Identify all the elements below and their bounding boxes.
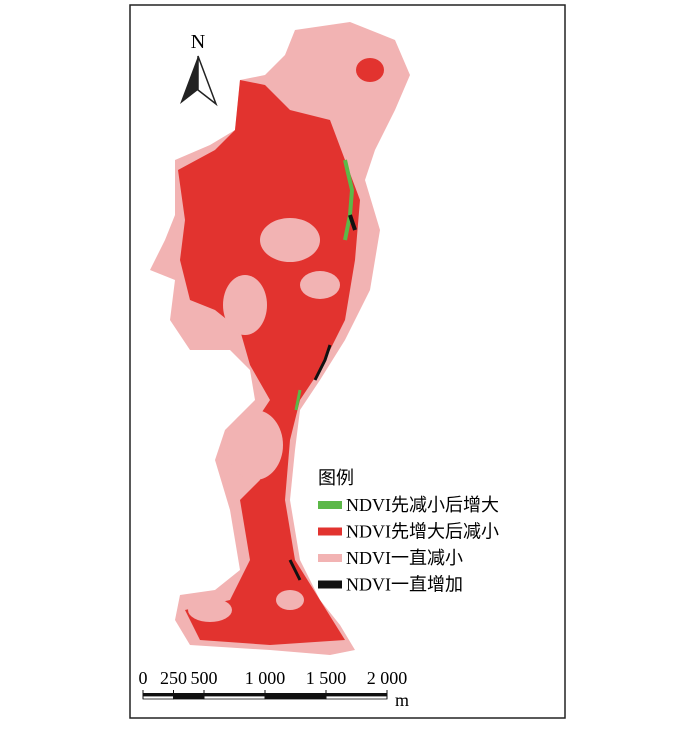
north-arrow xyxy=(197,55,218,107)
scale-label: 250 xyxy=(160,668,187,688)
scale-unit: m xyxy=(395,690,409,710)
scale-label: 500 xyxy=(191,668,218,688)
legend-swatch xyxy=(318,501,342,509)
patch xyxy=(227,410,283,480)
scale-segment xyxy=(325,695,388,700)
scale-segment xyxy=(142,695,174,700)
scale-segment xyxy=(264,695,327,700)
patch xyxy=(188,598,232,622)
patch xyxy=(356,58,384,82)
edge-green xyxy=(343,159,355,241)
edge-black xyxy=(288,559,302,581)
scale-segment xyxy=(203,695,266,700)
scale-segment xyxy=(143,693,174,696)
scale-label: 2 000 xyxy=(367,668,408,688)
legend-label: NDVI先减小后增大 xyxy=(346,495,499,515)
scale-segment xyxy=(204,693,265,696)
north-label: N xyxy=(191,31,205,53)
patch xyxy=(300,271,340,299)
scale-segment xyxy=(173,695,205,700)
edge-black xyxy=(348,214,357,231)
legend-label: NDVI一直增加 xyxy=(346,575,463,595)
region-red xyxy=(178,80,360,645)
scale-segment xyxy=(265,693,326,696)
scale-label: 0 xyxy=(139,668,148,688)
legend-swatch xyxy=(318,580,342,589)
edge-green xyxy=(294,389,302,411)
region xyxy=(150,22,410,655)
legend-swatch xyxy=(318,554,342,562)
edge-black xyxy=(313,344,332,381)
scale-segment xyxy=(326,693,387,696)
patch xyxy=(223,275,267,335)
legend-label: NDVI一直减小 xyxy=(346,548,463,568)
patch xyxy=(276,590,304,610)
patch xyxy=(260,218,320,262)
north-arrow xyxy=(180,56,198,104)
scale-label: 1 500 xyxy=(306,668,347,688)
legend-swatch xyxy=(318,527,342,536)
scale-label: 1 000 xyxy=(245,668,286,688)
legend-title: 图例 xyxy=(318,468,354,488)
scale-segment xyxy=(173,693,204,696)
legend-label: NDVI先增大后减小 xyxy=(346,522,499,542)
